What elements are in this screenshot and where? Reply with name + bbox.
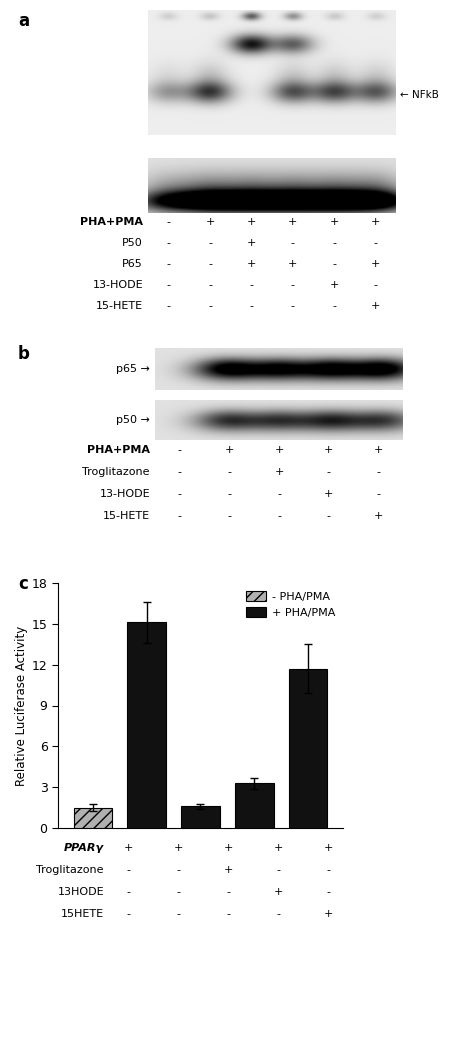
Text: -: -: [277, 511, 281, 522]
Text: -: -: [376, 489, 380, 499]
Text: -: -: [277, 489, 281, 499]
Text: -: -: [178, 511, 182, 522]
Text: Troglitazone: Troglitazone: [82, 467, 150, 477]
Text: 15HETE: 15HETE: [61, 909, 104, 919]
Text: -: -: [374, 280, 377, 290]
Text: +: +: [246, 217, 256, 227]
Text: +: +: [374, 445, 383, 455]
Text: -: -: [326, 887, 330, 897]
Text: P65: P65: [122, 259, 143, 269]
Text: -: -: [228, 511, 231, 522]
Text: +: +: [274, 467, 283, 477]
Text: 15-HETE: 15-HETE: [103, 511, 150, 522]
Text: -: -: [228, 489, 231, 499]
Text: -: -: [332, 301, 336, 311]
Text: +: +: [223, 843, 233, 853]
Text: -: -: [126, 865, 130, 875]
Text: a: a: [18, 13, 29, 30]
Text: 15-HETE: 15-HETE: [96, 301, 143, 311]
Text: 13-HODE: 13-HODE: [100, 489, 150, 499]
Text: +: +: [123, 843, 133, 853]
Text: -: -: [291, 238, 295, 248]
Bar: [289, 669, 328, 828]
Text: +: +: [374, 511, 383, 522]
Text: -: -: [249, 301, 253, 311]
Text: +: +: [371, 259, 380, 269]
Text: -: -: [291, 280, 295, 290]
Text: -: -: [126, 887, 130, 897]
Text: +: +: [371, 217, 380, 227]
Text: -: -: [167, 301, 171, 311]
Text: -: -: [326, 865, 330, 875]
Text: -: -: [208, 238, 212, 248]
Text: PHA+PMA: PHA+PMA: [80, 217, 143, 227]
Text: -: -: [176, 909, 180, 919]
Text: -: -: [226, 887, 230, 897]
Text: -: -: [126, 909, 130, 919]
Text: +: +: [371, 301, 380, 311]
Text: Troglitazone: Troglitazone: [36, 865, 104, 875]
Text: PHA+PMA: PHA+PMA: [87, 445, 150, 455]
Text: -: -: [332, 238, 336, 248]
Text: -: -: [332, 259, 336, 269]
Text: b: b: [18, 345, 30, 363]
Text: +: +: [223, 865, 233, 875]
Text: -: -: [167, 280, 171, 290]
Text: +: +: [273, 843, 283, 853]
Text: ← NFkB: ← NFkB: [400, 90, 439, 100]
Text: +: +: [324, 445, 333, 455]
Text: +: +: [323, 843, 333, 853]
Legend: - PHA/PMA, + PHA/PMA: - PHA/PMA, + PHA/PMA: [244, 588, 337, 621]
Y-axis label: Relative Luciferase Activity: Relative Luciferase Activity: [15, 626, 27, 785]
Text: -: -: [167, 217, 171, 227]
Text: +: +: [329, 280, 339, 290]
Text: +: +: [173, 843, 182, 853]
Text: -: -: [291, 301, 295, 311]
Text: -: -: [176, 887, 180, 897]
Text: +: +: [225, 445, 234, 455]
Text: c: c: [18, 575, 28, 593]
Text: 13HODE: 13HODE: [57, 887, 104, 897]
Text: -: -: [208, 259, 212, 269]
Text: -: -: [178, 445, 182, 455]
Text: -: -: [178, 489, 182, 499]
Bar: [181, 806, 220, 828]
Text: p65 →: p65 →: [116, 364, 150, 374]
Text: -: -: [327, 511, 330, 522]
Text: +: +: [246, 238, 256, 248]
Text: +: +: [288, 217, 297, 227]
Text: +: +: [288, 259, 297, 269]
Text: -: -: [176, 865, 180, 875]
Text: +: +: [274, 445, 283, 455]
Text: -: -: [208, 301, 212, 311]
Text: +: +: [324, 489, 333, 499]
Text: PPARγ: PPARγ: [64, 843, 104, 853]
Text: -: -: [327, 467, 330, 477]
Text: -: -: [376, 467, 380, 477]
Text: -: -: [276, 865, 280, 875]
Text: -: -: [276, 909, 280, 919]
Text: -: -: [249, 280, 253, 290]
Text: -: -: [178, 467, 182, 477]
Text: -: -: [167, 259, 171, 269]
Text: -: -: [374, 238, 377, 248]
Text: +: +: [246, 259, 256, 269]
Bar: [73, 807, 112, 828]
Text: -: -: [167, 238, 171, 248]
Text: p50 →: p50 →: [116, 415, 150, 425]
Text: +: +: [205, 217, 215, 227]
Text: -: -: [226, 909, 230, 919]
Text: 13-HODE: 13-HODE: [92, 280, 143, 290]
Text: P50: P50: [122, 238, 143, 248]
Bar: [128, 623, 166, 828]
Text: -: -: [228, 467, 231, 477]
Text: -: -: [208, 280, 212, 290]
Text: +: +: [273, 887, 283, 897]
Bar: [235, 783, 273, 828]
Text: +: +: [329, 217, 339, 227]
Text: +: +: [323, 909, 333, 919]
